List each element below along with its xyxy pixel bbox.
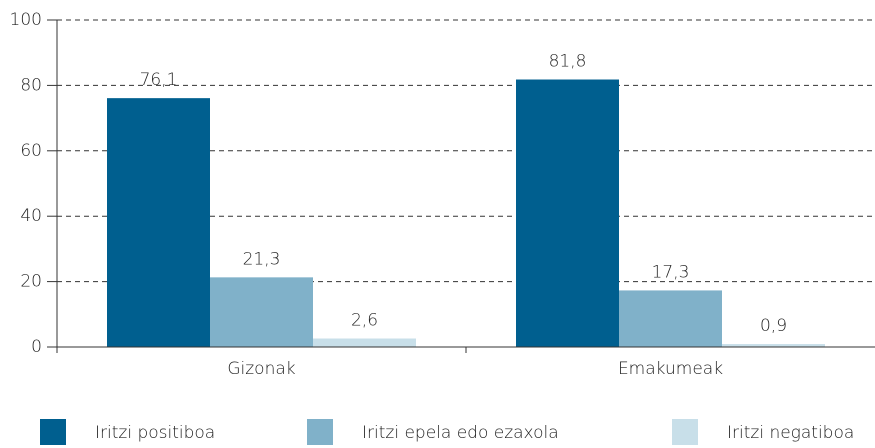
y-tick-label: 60 — [20, 141, 42, 161]
bar — [313, 338, 416, 347]
legend-swatch — [307, 419, 333, 445]
bar — [722, 344, 825, 347]
legend-label: Iritzi epela edo ezaxola — [362, 423, 559, 443]
value-label: 0,9 — [760, 316, 787, 336]
bar — [210, 277, 313, 347]
x-tick-label: Emakumeak — [618, 359, 723, 379]
value-label: 81,8 — [549, 52, 587, 72]
y-tick-label: 0 — [31, 337, 42, 357]
value-label: 17,3 — [652, 262, 690, 282]
value-label: 76,1 — [140, 70, 178, 90]
bar — [516, 79, 619, 347]
legend-swatch — [40, 419, 66, 445]
value-label: 21,3 — [243, 249, 281, 269]
value-label: 2,6 — [351, 310, 378, 330]
bar — [619, 290, 722, 347]
y-tick-label: 100 — [10, 10, 42, 30]
y-tick-label: 80 — [20, 75, 42, 95]
y-tick-label: 40 — [20, 206, 42, 226]
legend-swatch — [672, 419, 698, 445]
legend-label: Iritzi positiboa — [95, 423, 215, 443]
x-tick-label: Gizonak — [227, 359, 295, 379]
y-tick-label: 20 — [20, 272, 42, 292]
legend-label: Iritzi negatiboa — [727, 423, 854, 443]
bar — [107, 98, 210, 347]
